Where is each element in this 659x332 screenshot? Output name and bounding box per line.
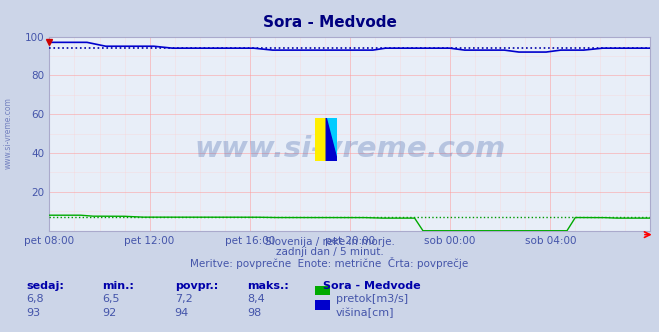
- Polygon shape: [326, 118, 337, 161]
- Text: povpr.:: povpr.:: [175, 281, 218, 290]
- Bar: [315, 118, 326, 161]
- Text: www.si-vreme.com: www.si-vreme.com: [194, 135, 505, 163]
- Text: sedaj:: sedaj:: [26, 281, 64, 290]
- Text: maks.:: maks.:: [247, 281, 289, 290]
- Polygon shape: [326, 118, 337, 161]
- Text: Slovenija / reke in morje.: Slovenija / reke in morje.: [264, 237, 395, 247]
- Text: 6,5: 6,5: [102, 294, 120, 304]
- Text: min.:: min.:: [102, 281, 134, 290]
- Text: Sora - Medvode: Sora - Medvode: [323, 281, 420, 290]
- Text: 6,8: 6,8: [26, 294, 44, 304]
- Text: Meritve: povprečne  Enote: metrične  Črta: povprečje: Meritve: povprečne Enote: metrične Črta:…: [190, 257, 469, 269]
- Text: 98: 98: [247, 308, 262, 318]
- Text: 92: 92: [102, 308, 117, 318]
- Text: Sora - Medvode: Sora - Medvode: [262, 15, 397, 30]
- Text: 94: 94: [175, 308, 189, 318]
- Text: www.si-vreme.com: www.si-vreme.com: [3, 97, 13, 169]
- Text: 7,2: 7,2: [175, 294, 192, 304]
- Text: 8,4: 8,4: [247, 294, 265, 304]
- Text: pretok[m3/s]: pretok[m3/s]: [336, 294, 408, 304]
- Text: višina[cm]: višina[cm]: [336, 308, 395, 318]
- Text: 93: 93: [26, 308, 40, 318]
- Text: zadnji dan / 5 minut.: zadnji dan / 5 minut.: [275, 247, 384, 257]
